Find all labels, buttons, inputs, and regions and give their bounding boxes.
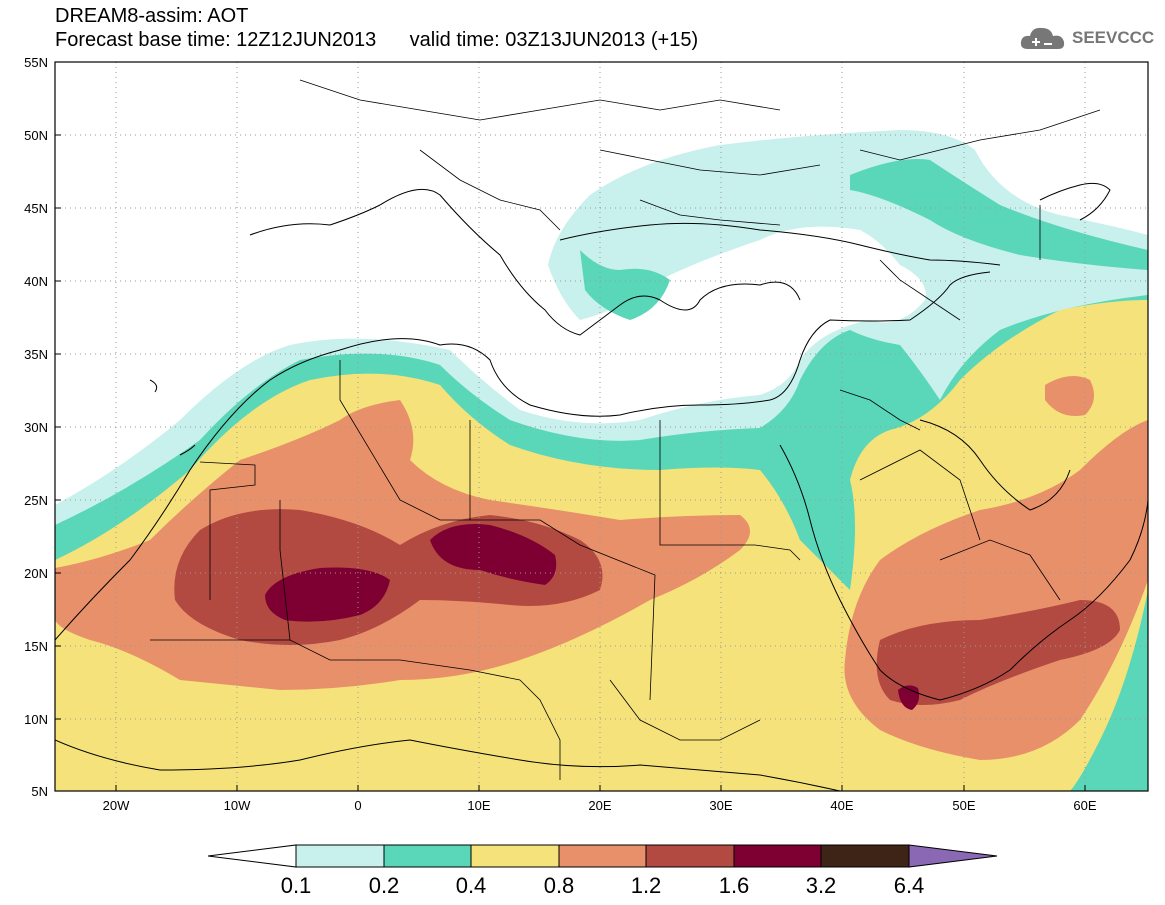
- colorbar-swatch: [383, 844, 472, 868]
- colorbar-swatch: [470, 844, 560, 868]
- colorbar: [207, 844, 998, 868]
- lon-label: 10W: [224, 798, 251, 813]
- colorbar-low-arrow: [207, 844, 297, 868]
- aot-contour-1.6: [265, 567, 390, 622]
- colorbar-swatch: [558, 844, 647, 868]
- base-time: Forecast base time: 12Z12JUN2013: [55, 29, 377, 51]
- lat-label: 25N: [24, 493, 48, 508]
- logo-text: SEEVCCC: [1072, 28, 1155, 47]
- cloud-icon: [1020, 27, 1065, 49]
- lon-label: 0: [354, 798, 361, 813]
- axis-ticks: [55, 61, 1086, 792]
- lon-label: 60E: [1073, 798, 1096, 813]
- map-title: DREAM8-assim: AOT: [55, 5, 249, 27]
- aot-field: [55, 62, 1148, 791]
- colorbar-label: 0.8: [544, 873, 575, 898]
- lon-labels: 20W 10W 0 10E 20E 30E 40E 50E 60E: [103, 798, 1097, 813]
- lon-label: 30E: [709, 798, 732, 813]
- lat-label: 35N: [24, 347, 48, 362]
- graticule: [55, 62, 1148, 791]
- lat-label: 45N: [24, 201, 48, 216]
- colorbar-swatch: [645, 844, 735, 868]
- lon-label: 40E: [830, 798, 853, 813]
- lat-label: 30N: [24, 420, 48, 435]
- lat-label: 40N: [24, 274, 48, 289]
- lat-label: 5N: [31, 784, 48, 799]
- colorbar-label: 0.4: [456, 873, 487, 898]
- colorbar-swatch: [820, 844, 910, 868]
- colorbar-swatch: [295, 844, 385, 868]
- lat-label: 15N: [24, 639, 48, 654]
- lat-label: 50N: [24, 128, 48, 143]
- lon-label: 20E: [588, 798, 611, 813]
- colorbar-label: 0.1: [281, 873, 312, 898]
- colorbar-label: 1.2: [631, 873, 662, 898]
- seevccc-logo: SEEVCCC: [1018, 22, 1154, 54]
- lat-labels: 55N 50N 45N 40N 35N 30N 25N 20N 15N 10N …: [24, 55, 48, 799]
- lat-label: 55N: [24, 55, 48, 70]
- colorbar-label: 1.6: [719, 873, 750, 898]
- lon-label: 10E: [467, 798, 490, 813]
- colorbar-high-arrow: [908, 844, 998, 868]
- lat-label: 10N: [24, 712, 48, 727]
- colorbar-label: 6.4: [894, 873, 925, 898]
- colorbar-swatch: [733, 844, 822, 868]
- country-borders: [150, 79, 1101, 780]
- coastlines: [55, 182, 1148, 791]
- valid-time: valid time: 03Z13JUN2013 (+15): [409, 29, 699, 51]
- forecast-time-line: Forecast base time: 12Z12JUN2013 valid t…: [55, 28, 698, 52]
- map-header: DREAM8-assim: AOT Forecast base time: 12…: [55, 4, 698, 52]
- colorbar-label: 0.2: [369, 873, 400, 898]
- lon-label: 20W: [103, 798, 130, 813]
- lon-label: 50E: [952, 798, 975, 813]
- lat-label: 20N: [24, 566, 48, 581]
- colorbar-labels: 0.1 0.2 0.4 0.8 1.2 1.6 3.2 6.4: [281, 873, 925, 898]
- colorbar-label: 3.2: [806, 873, 837, 898]
